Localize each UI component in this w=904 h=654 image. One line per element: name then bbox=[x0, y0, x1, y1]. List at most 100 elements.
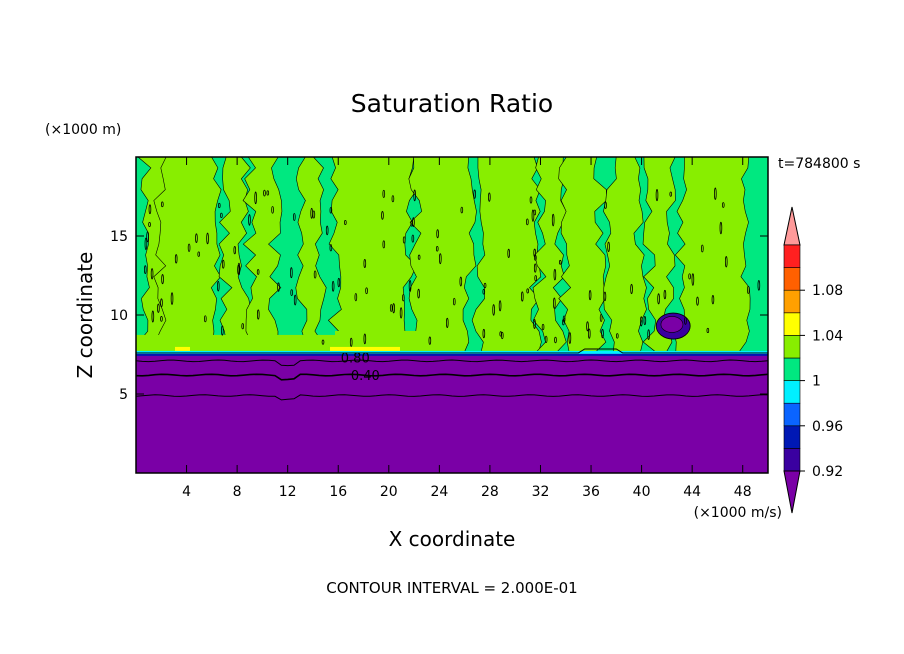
contour-line bbox=[136, 394, 768, 401]
contour-streak bbox=[146, 231, 149, 243]
contour-streak bbox=[256, 309, 260, 320]
colorbar-swatch bbox=[783, 425, 801, 449]
contour-streak bbox=[233, 245, 237, 255]
contour-streak bbox=[529, 196, 533, 204]
x-axis-label: X coordinate bbox=[389, 527, 516, 551]
colorbar-cap bbox=[783, 206, 801, 246]
contour-streak bbox=[363, 258, 367, 268]
colorbar-swatch bbox=[783, 448, 801, 472]
contour-streak bbox=[701, 244, 704, 253]
contour-streak bbox=[499, 331, 503, 337]
colorbar-cap bbox=[783, 470, 801, 514]
colorbar-swatch bbox=[783, 267, 801, 291]
colorbar: 0.92 0.96 1 1.04 1.08 bbox=[783, 206, 843, 514]
contour-streak bbox=[534, 275, 537, 282]
contour-streak bbox=[553, 268, 557, 281]
contour-streak bbox=[669, 191, 673, 197]
y-axis-ticks: 5 10 15 bbox=[110, 229, 768, 403]
contour-streak bbox=[435, 245, 439, 252]
contour-streak bbox=[263, 189, 266, 197]
x-tick-label: 12 bbox=[279, 484, 297, 500]
contour-streak bbox=[588, 289, 592, 301]
contour-streak bbox=[607, 241, 610, 253]
contour-streak bbox=[483, 282, 487, 289]
contour-streak bbox=[365, 287, 368, 295]
contour-streak bbox=[254, 191, 257, 205]
x-tick-label: 28 bbox=[481, 484, 499, 500]
contour-streak bbox=[473, 189, 476, 199]
contour-streak bbox=[399, 307, 403, 319]
contour-streak bbox=[216, 280, 220, 292]
contour-streak bbox=[256, 269, 260, 275]
contour-streak bbox=[150, 268, 154, 280]
y-tick-label: 10 bbox=[110, 308, 128, 324]
contour-streak bbox=[757, 280, 761, 291]
contour-streak bbox=[391, 195, 395, 203]
contour-streak bbox=[616, 333, 619, 339]
supersaturated-patch bbox=[330, 346, 400, 351]
contour-streak bbox=[551, 213, 555, 227]
contour-streak bbox=[402, 294, 405, 302]
contour-streak bbox=[408, 280, 412, 293]
contour-streak bbox=[321, 339, 325, 345]
contour-streak bbox=[521, 291, 524, 302]
colorbar-label: 1.08 bbox=[812, 283, 843, 299]
contour-streak bbox=[290, 289, 293, 296]
contour-streak bbox=[410, 221, 414, 227]
colorbar-swatch bbox=[783, 289, 801, 314]
colorbar-label: 1.04 bbox=[812, 328, 843, 344]
contour-streak bbox=[160, 316, 163, 322]
contour-streak bbox=[746, 285, 750, 294]
contour-streak bbox=[706, 327, 710, 334]
colorbar-label: 0.92 bbox=[812, 464, 843, 480]
contour-streak bbox=[293, 294, 297, 306]
y-unit-label: (×1000 m) bbox=[45, 122, 121, 138]
x-tick-label: 44 bbox=[683, 484, 701, 500]
contour-streak bbox=[271, 206, 274, 214]
contour-streak bbox=[647, 329, 650, 340]
y-tick-label: 5 bbox=[119, 387, 128, 403]
interface-fringe bbox=[136, 350, 768, 354]
x-tick-label: 48 bbox=[734, 484, 752, 500]
plume-region bbox=[136, 334, 336, 353]
colorbar-swatch bbox=[783, 402, 801, 427]
contour-streak bbox=[382, 189, 386, 198]
contour-streak bbox=[533, 263, 537, 273]
contour-streak bbox=[526, 288, 529, 294]
contour-streak bbox=[402, 236, 406, 244]
contour-streak bbox=[237, 262, 241, 276]
x-axis-ticks: 4 8 12 16 20 24 28 32 36 40 44 48 bbox=[182, 157, 752, 500]
contour-streak bbox=[533, 319, 536, 329]
interface-fringe bbox=[136, 353, 768, 356]
x-tick-label: 40 bbox=[633, 484, 651, 500]
contour-streak bbox=[586, 321, 589, 332]
contour-streak bbox=[417, 288, 420, 299]
contour-streak bbox=[488, 192, 491, 202]
contour-streak bbox=[498, 300, 502, 312]
contour-streak bbox=[558, 259, 562, 265]
dry-intrusion bbox=[660, 316, 684, 333]
contour-streak bbox=[157, 303, 160, 313]
contour-streak bbox=[349, 337, 353, 347]
contour-streak bbox=[392, 303, 395, 314]
contour-streak bbox=[492, 304, 495, 316]
contour-streak bbox=[533, 209, 537, 216]
contour-streak bbox=[643, 316, 647, 326]
contour-streak bbox=[417, 254, 421, 260]
contour-streak bbox=[144, 237, 148, 251]
contour-streak bbox=[721, 202, 725, 208]
contour-streak bbox=[248, 214, 251, 226]
contour-streak bbox=[439, 253, 442, 265]
dry-layer bbox=[136, 352, 768, 473]
time-label: t=784800 s bbox=[778, 156, 860, 172]
x-tick-label: 16 bbox=[329, 484, 347, 500]
contour-streak bbox=[195, 233, 198, 244]
contour-streak bbox=[331, 280, 335, 292]
contour-streak bbox=[290, 267, 293, 279]
contour-streak bbox=[148, 204, 152, 215]
x-tick-label: 4 bbox=[182, 484, 191, 500]
contour-streak bbox=[221, 325, 224, 336]
contour-streak bbox=[344, 219, 347, 225]
contour-label: 0.80 bbox=[341, 352, 370, 367]
contour-streak bbox=[428, 336, 432, 345]
